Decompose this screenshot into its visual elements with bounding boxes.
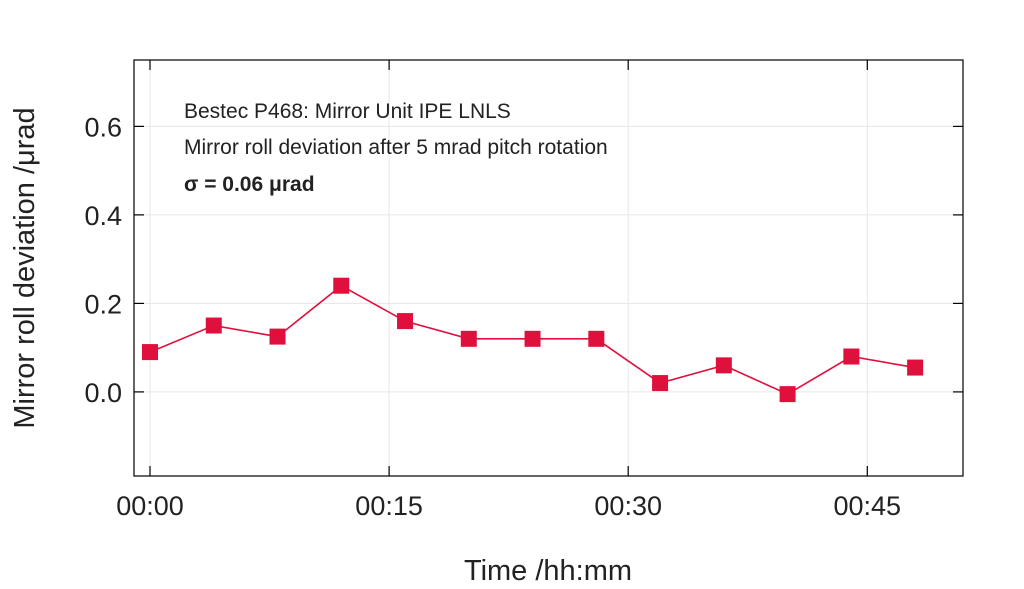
x-tick-label: 00:15 — [355, 491, 423, 521]
data-point-marker — [588, 330, 605, 347]
data-point-marker — [333, 277, 350, 294]
title-line-1: Bestec P468: Mirror Unit IPE LNLS — [184, 100, 511, 123]
y-tick-label: 0.0 — [84, 378, 122, 408]
grid — [134, 60, 963, 476]
data-point-marker — [715, 357, 732, 374]
x-axis-label: Time /hh:mm — [464, 555, 632, 587]
tick-labels: 00:00 00:15 00:30 00:45 0.0 0.2 0.4 0.6 — [84, 112, 901, 521]
ticks — [134, 60, 963, 476]
data-point-marker — [397, 313, 414, 330]
data-point-marker — [205, 317, 222, 334]
data-point-marker — [460, 330, 477, 347]
data-point-marker — [779, 386, 796, 403]
y-tick-label: 0.2 — [84, 289, 122, 319]
data-point-marker — [524, 330, 541, 347]
x-tick-label: 00:00 — [116, 491, 184, 521]
x-tick-label: 00:30 — [594, 491, 662, 521]
y-tick-label: 0.4 — [84, 201, 122, 231]
data-point-marker — [269, 328, 286, 345]
series — [142, 277, 924, 403]
plot-frame — [133, 59, 964, 477]
sigma-annotation: σ = 0.06 μrad — [184, 173, 315, 196]
data-point-marker — [142, 344, 158, 361]
title-line-2: Mirror roll deviation after 5 mrad pitch… — [184, 136, 608, 159]
data-point-marker — [843, 348, 860, 365]
data-point-marker — [652, 375, 669, 392]
y-axis-label: Mirror roll deviation /μrad — [9, 107, 41, 428]
data-point-marker — [907, 359, 924, 376]
x-tick-label: 00:45 — [834, 491, 902, 521]
y-tick-label: 0.6 — [84, 112, 122, 142]
